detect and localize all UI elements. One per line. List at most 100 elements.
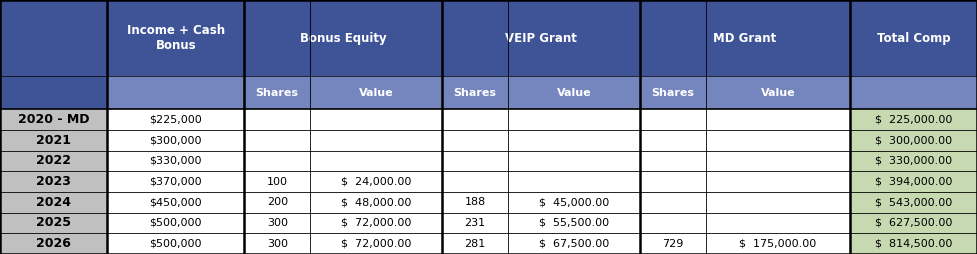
Bar [0,109,107,130]
Bar [0,151,107,171]
Text: 2020 - MD: 2020 - MD [18,113,90,126]
Bar [107,151,244,171]
Bar [244,213,311,233]
Text: $  72,000.00: $ 72,000.00 [341,218,411,228]
Text: $  175,000.00: $ 175,000.00 [740,239,817,249]
Text: 300: 300 [267,218,287,228]
Bar [244,130,311,151]
Text: MD Grant: MD Grant [713,31,777,45]
Text: $  45,000.00: $ 45,000.00 [539,197,609,207]
Bar [640,130,705,151]
Text: $  300,000.00: $ 300,000.00 [875,135,952,145]
Bar [640,151,705,171]
Text: Value: Value [557,88,591,98]
Bar [640,192,705,213]
Text: 300: 300 [267,239,287,249]
Bar [311,130,442,151]
Bar [508,130,640,151]
Bar [850,0,977,76]
Bar [442,109,508,130]
Bar [705,151,850,171]
Bar [244,109,311,130]
Text: $  24,000.00: $ 24,000.00 [341,177,411,187]
Bar [442,233,508,254]
Text: 188: 188 [464,197,486,207]
Bar [0,171,107,192]
Bar [107,233,244,254]
Text: 2026: 2026 [36,237,71,250]
Text: $330,000: $330,000 [149,156,202,166]
Bar [850,109,977,130]
Bar [508,76,640,109]
Text: $  330,000.00: $ 330,000.00 [875,156,952,166]
Text: $  627,500.00: $ 627,500.00 [874,218,953,228]
Bar [442,130,508,151]
Bar [107,213,244,233]
Text: 2023: 2023 [36,175,71,188]
Text: 2024: 2024 [36,196,71,209]
Text: $  394,000.00: $ 394,000.00 [874,177,953,187]
Bar [107,0,244,76]
Text: 729: 729 [662,239,684,249]
Text: $300,000: $300,000 [149,135,202,145]
Bar [640,109,705,130]
Bar [850,171,977,192]
Text: Shares: Shares [652,88,695,98]
Bar [107,76,244,109]
Bar [311,233,442,254]
Text: 2022: 2022 [36,154,71,167]
Bar [508,192,640,213]
Text: Value: Value [761,88,795,98]
Bar [705,130,850,151]
Bar [640,76,705,109]
Bar [508,109,640,130]
Bar [640,233,705,254]
Text: 2021: 2021 [36,134,71,147]
Bar [442,0,640,76]
Bar [705,233,850,254]
Bar [311,76,442,109]
Bar [850,213,977,233]
Text: $  55,500.00: $ 55,500.00 [539,218,609,228]
Text: $  48,000.00: $ 48,000.00 [341,197,411,207]
Bar [244,76,311,109]
Bar [0,233,107,254]
Bar [107,171,244,192]
Bar [107,192,244,213]
Bar [705,76,850,109]
Bar [311,109,442,130]
Text: $450,000: $450,000 [149,197,202,207]
Bar [311,192,442,213]
Bar [442,151,508,171]
Text: $500,000: $500,000 [149,239,202,249]
Text: Value: Value [359,88,394,98]
Bar [640,0,850,76]
Text: VEIP Grant: VEIP Grant [505,31,577,45]
Bar [508,213,640,233]
Bar [442,213,508,233]
Text: $  543,000.00: $ 543,000.00 [874,197,953,207]
Bar [508,233,640,254]
Bar [0,0,107,76]
Bar [311,171,442,192]
Bar [442,76,508,109]
Bar [508,151,640,171]
Bar [244,192,311,213]
Bar [107,109,244,130]
Text: 200: 200 [267,197,288,207]
Bar [442,171,508,192]
Bar [311,151,442,171]
Bar [705,192,850,213]
Bar [107,130,244,151]
Text: 2025: 2025 [36,216,71,229]
Text: 100: 100 [267,177,287,187]
Bar [311,213,442,233]
Text: $  67,500.00: $ 67,500.00 [539,239,609,249]
Text: 281: 281 [464,239,486,249]
Bar [850,233,977,254]
Bar [244,0,442,76]
Bar [640,213,705,233]
Bar [244,151,311,171]
Text: $  72,000.00: $ 72,000.00 [341,239,411,249]
Text: Total Comp: Total Comp [876,31,951,45]
